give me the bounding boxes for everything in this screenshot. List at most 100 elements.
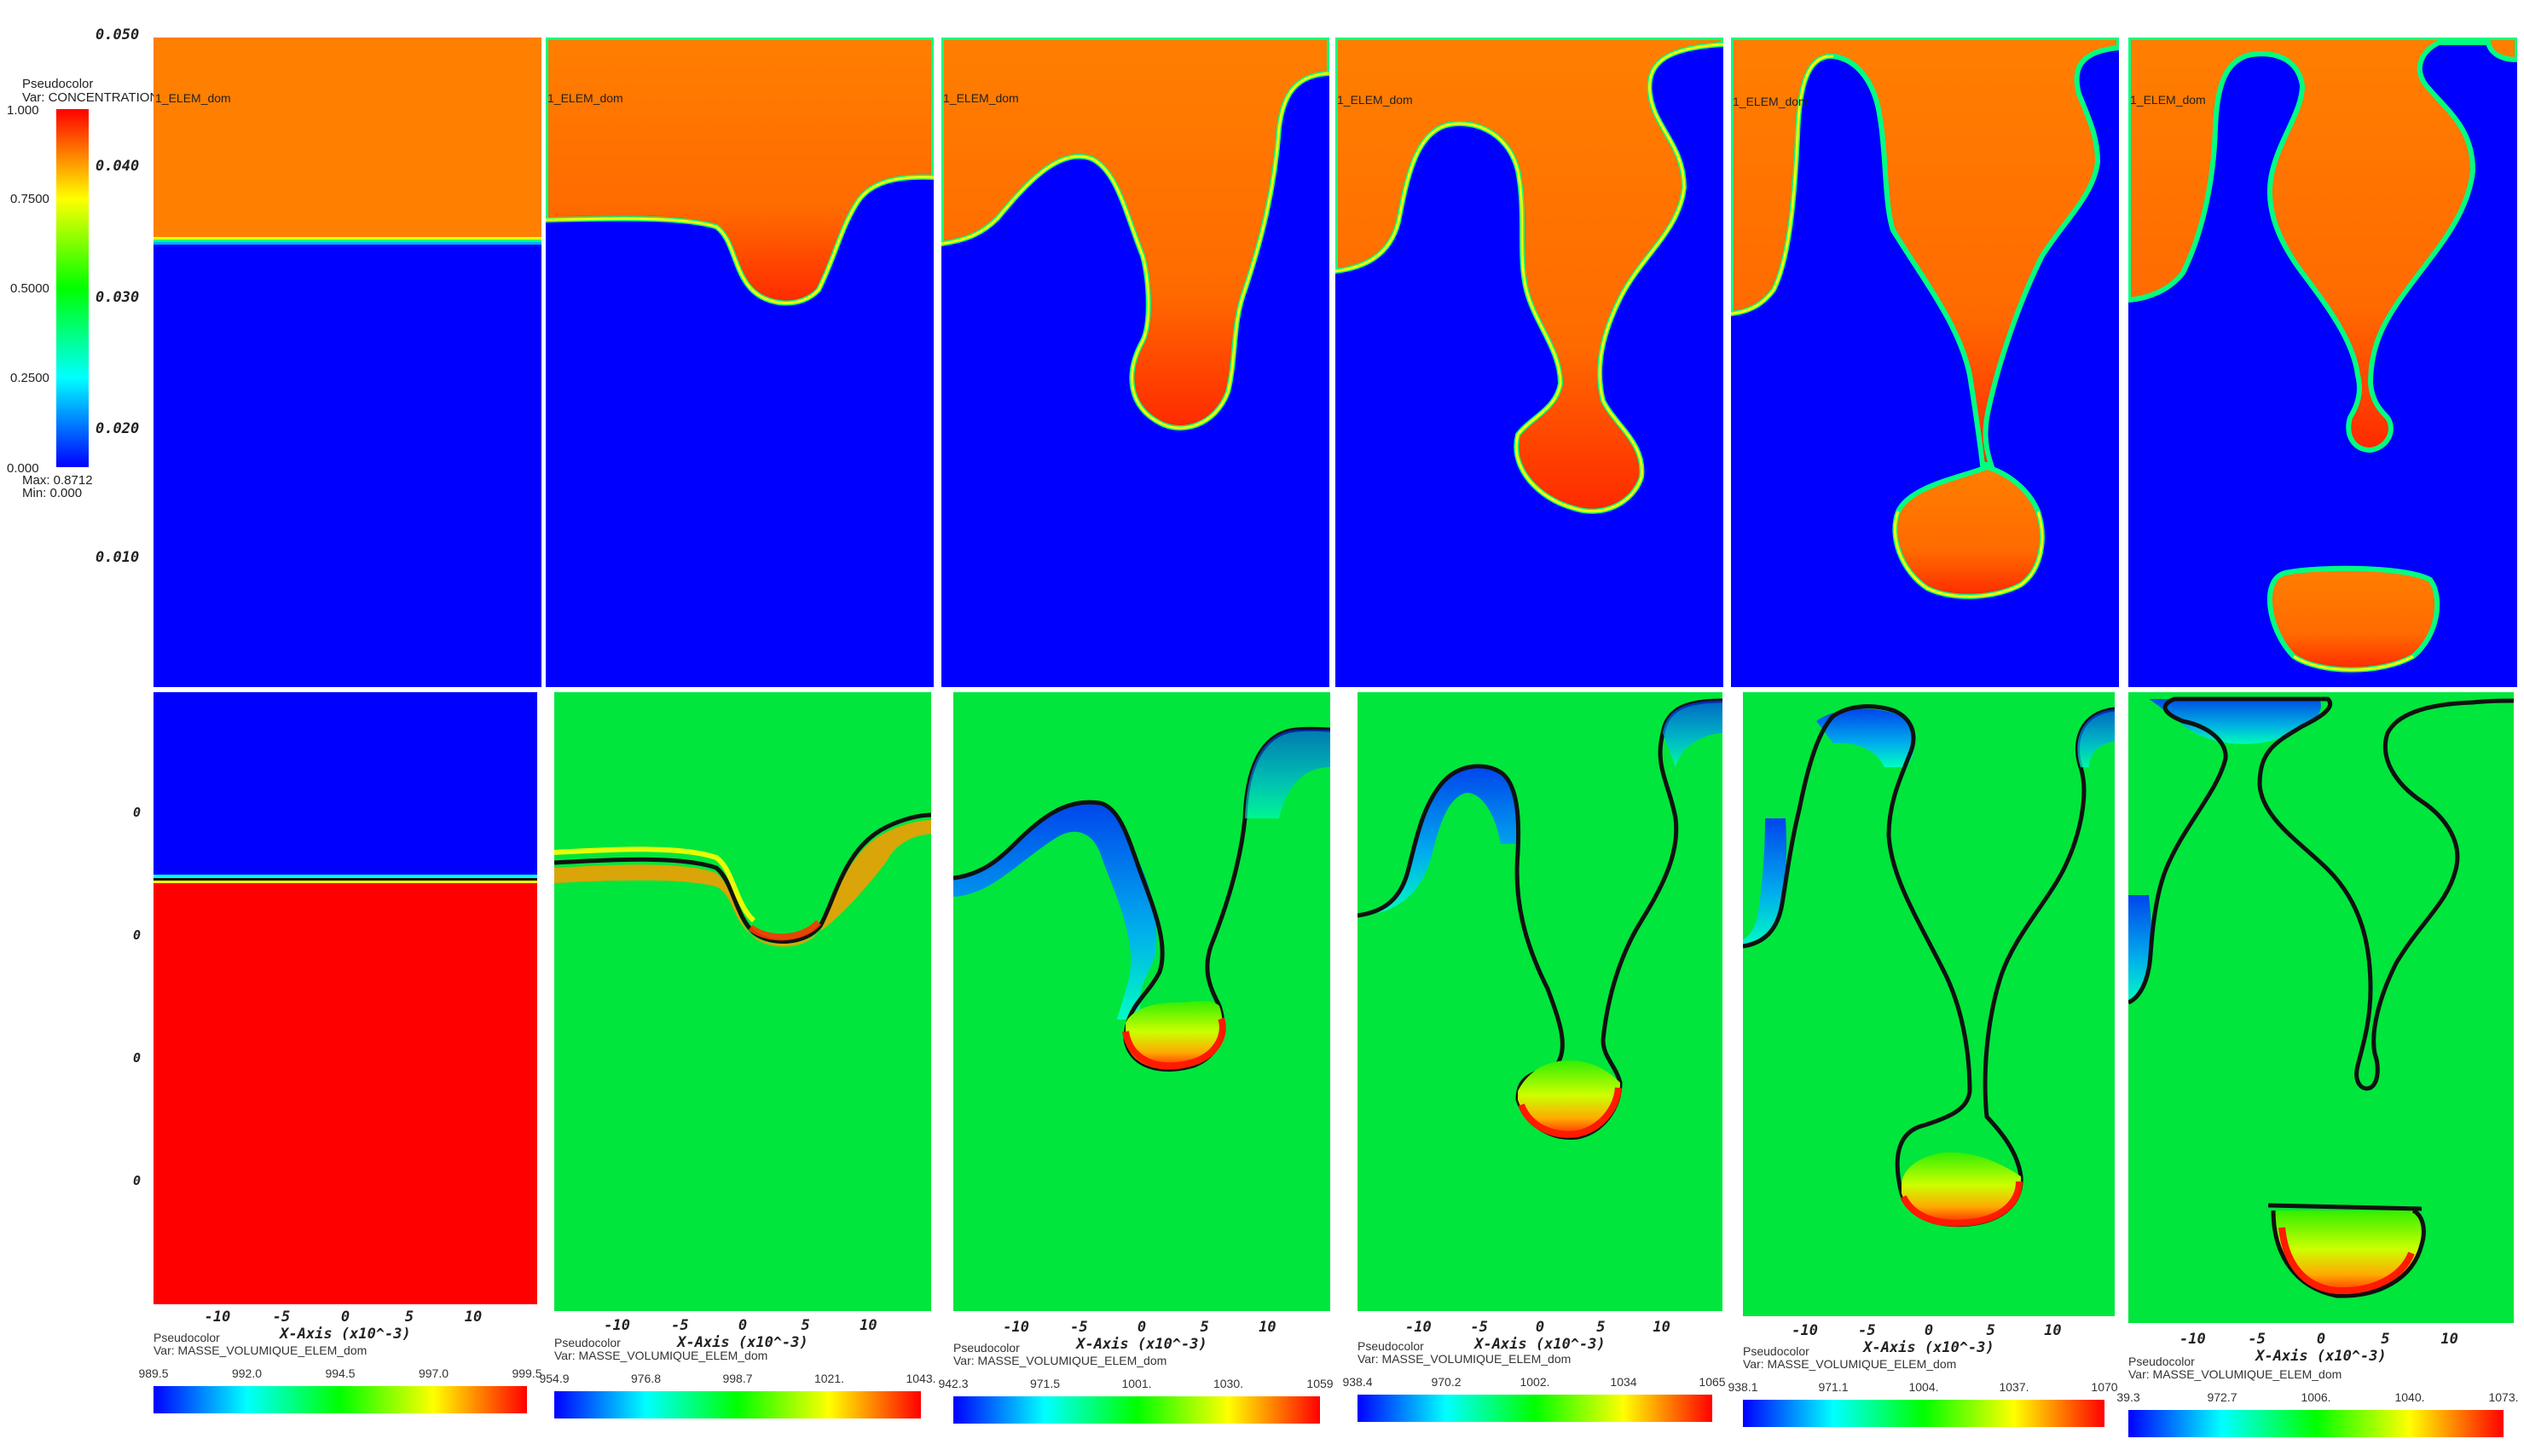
plot-label: 1_ELEM_dom: [547, 91, 623, 105]
y-axis-top: 0.050 0.040 0.030 0.020 0.010: [96, 26, 139, 566]
y-tick: 0.010: [96, 549, 139, 566]
legend-tick: 1030.: [1213, 1377, 1243, 1390]
x-tick: -10: [604, 1317, 630, 1334]
density-panel-3: [953, 692, 1330, 1311]
x-tick: -5: [1070, 1319, 1087, 1336]
y-tick: 0.020: [96, 420, 139, 437]
legend-min-label: 0.000: [7, 461, 39, 476]
legend-variable: Var: MASSE_VOLUMIQUE_ELEM_dom: [2128, 1367, 2342, 1381]
legend-tick: 39.3: [2116, 1390, 2139, 1404]
legend-tick: 976.8: [631, 1372, 661, 1385]
plot-label: 1_ELEM_dom: [1337, 93, 1413, 107]
y-tick: 0: [133, 1050, 141, 1066]
x-tick: 0: [1925, 1322, 1933, 1339]
legend-tick: 1065: [1699, 1375, 1725, 1389]
x-tick: 5: [1596, 1319, 1605, 1336]
x-tick: 0: [1536, 1319, 1544, 1336]
legend-tick: 1040.: [2394, 1390, 2424, 1404]
legend-tick: 989.5: [138, 1366, 168, 1380]
y-tick: 0: [133, 805, 141, 820]
concentration-panel-2: 1_ELEM_dom: [546, 38, 934, 687]
x-tick: 5: [1987, 1322, 1995, 1339]
x-tick: -10: [1405, 1319, 1432, 1336]
legend-tick: 1037.: [1999, 1380, 2029, 1394]
legend-tick: 994.5: [325, 1366, 355, 1380]
density-colorbar: [2128, 1410, 2504, 1437]
x-axis-title: X-Axis (x10^-3): [675, 1334, 808, 1351]
y-tick: 0.030: [96, 289, 139, 306]
legend-title: Pseudocolor: [953, 1341, 1020, 1355]
x-axis-title: X-Axis (x10^-3): [1074, 1336, 1207, 1353]
legend-variable: Var: MASSE_VOLUMIQUE_ELEM_dom: [153, 1343, 367, 1357]
legend-title: Pseudocolor: [22, 77, 93, 91]
concentration-panel-5: 1_ELEM_dom: [1731, 38, 2119, 687]
legend-tick: 0.2500: [10, 371, 49, 385]
x-tick: -10: [2180, 1331, 2206, 1348]
legend-variable: Var: MASSE_VOLUMIQUE_ELEM_dom: [1358, 1352, 1571, 1366]
plot-label: 1_ELEM_dom: [2130, 93, 2206, 107]
legend-tick: 1073.: [2488, 1390, 2518, 1404]
x-tick: -10: [1003, 1319, 1029, 1336]
legend-variable: Var: MASSE_VOLUMIQUE_ELEM_dom: [554, 1349, 767, 1362]
density-panel-4: [1358, 692, 1722, 1311]
x-tick: 0: [1138, 1319, 1146, 1336]
legend-tick: 1059: [1306, 1377, 1333, 1390]
plot-label: 1_ELEM_dom: [1733, 95, 1809, 108]
density-panel-5: [1743, 692, 2115, 1316]
legend-tick: 1001.: [1121, 1377, 1151, 1390]
legend-title: Pseudocolor: [1743, 1344, 1809, 1358]
x-axis-title: X-Axis (x10^-3): [2254, 1348, 2387, 1365]
legend-tick: 0.7500: [10, 192, 49, 206]
plot-label: 1_ELEM_dom: [155, 91, 231, 105]
density-panel-2: [554, 692, 931, 1311]
legend-tick: 970.2: [1431, 1375, 1461, 1389]
x-tick: 0: [341, 1309, 350, 1326]
density-colorbar: [1358, 1395, 1712, 1422]
concentration-panel-3: 1_ELEM_dom: [941, 38, 1329, 687]
density-colorbar: [1743, 1400, 2104, 1427]
density-panel-1: [153, 692, 537, 1304]
legend-stats-max: Max: 0.8712: [22, 473, 93, 488]
x-axis-group: -10 -5 0 5 10 X-Axis (x10^-3) -10 -5 0 5 10 X-Axis …: [205, 1309, 2458, 1365]
legend-tick: 1070: [2091, 1380, 2117, 1394]
x-tick: 10: [465, 1309, 482, 1326]
legend-tick: 954.9: [539, 1372, 569, 1385]
x-tick: -10: [1792, 1322, 1818, 1339]
legend-tick: 1034: [1610, 1375, 1636, 1389]
x-axis-title: X-Axis (x10^-3): [278, 1326, 411, 1343]
x-tick: -5: [671, 1317, 688, 1334]
x-tick: 5: [1201, 1319, 1209, 1336]
concentration-colorbar: [56, 109, 89, 467]
y-tick: 0: [133, 1173, 141, 1188]
concentration-panel-4: 1_ELEM_dom: [1335, 38, 1723, 687]
x-tick: 5: [802, 1317, 810, 1334]
legend-title: Pseudocolor: [554, 1336, 621, 1349]
density-colorbar: [153, 1386, 527, 1413]
y-tick: 0.040: [96, 158, 139, 175]
x-axis-title: X-Axis (x10^-3): [1473, 1336, 1606, 1353]
concentration-panel-6: 1_ELEM_dom: [2128, 38, 2517, 687]
x-axis-title: X-Axis (x10^-3): [1861, 1339, 1994, 1356]
x-tick: -10: [205, 1309, 231, 1326]
legend-tick: 1043.: [906, 1372, 935, 1385]
legend-tick: 1021.: [814, 1372, 844, 1385]
legend-tick: 971.1: [1818, 1380, 1848, 1394]
y-axis-bottom: 0 0 0 0: [133, 805, 141, 1188]
x-tick: 0: [2317, 1331, 2325, 1348]
legend-title: Pseudocolor: [1358, 1339, 1424, 1353]
x-tick: -5: [1858, 1322, 1875, 1339]
legend-tick: 938.4: [1342, 1375, 1372, 1389]
legend-tick: 971.5: [1030, 1377, 1060, 1390]
x-tick: 0: [738, 1317, 747, 1334]
legend-tick: 942.3: [938, 1377, 968, 1390]
legend-tick: 0.5000: [10, 281, 49, 296]
x-tick: 5: [2381, 1331, 2389, 1348]
y-tick: 0.050: [96, 26, 139, 43]
density-colorbar: [554, 1391, 921, 1418]
legend-tick: 1004.: [1908, 1380, 1938, 1394]
concentration-panel-1: 1_ELEM_dom: [153, 38, 541, 687]
